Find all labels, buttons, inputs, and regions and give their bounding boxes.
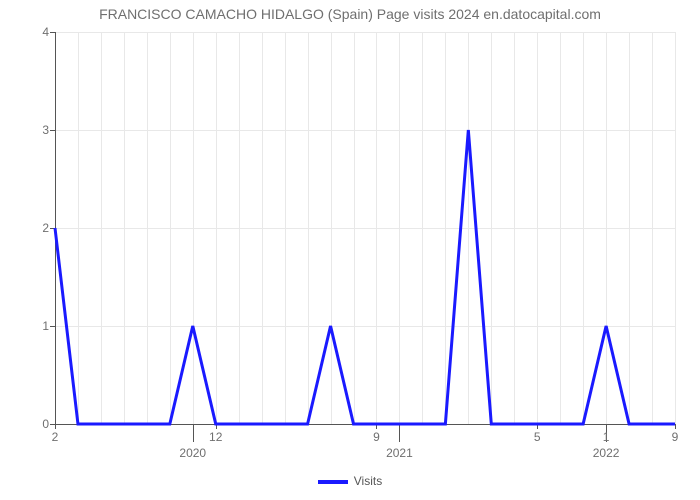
x-tick-label: 2 <box>52 430 59 444</box>
visits-chart: FRANCISCO CAMACHO HIDALGO (Spain) Page v… <box>0 0 700 500</box>
x-year-label: 2021 <box>386 446 413 460</box>
y-tick-label: 1 <box>25 319 49 333</box>
y-tick-label: 3 <box>25 123 49 137</box>
y-tick-label: 4 <box>25 25 49 39</box>
x-year-tick-mark <box>193 424 194 442</box>
x-year-tick-mark <box>399 424 400 442</box>
series-line <box>55 32 675 426</box>
x-year-label: 2020 <box>179 446 206 460</box>
x-tick-label: 12 <box>209 430 222 444</box>
y-tick-label: 2 <box>25 221 49 235</box>
grid-vline <box>675 32 676 424</box>
x-year-label: 2022 <box>593 446 620 460</box>
x-tick-label: 9 <box>373 430 380 444</box>
legend-swatch <box>318 480 348 484</box>
legend-label: Visits <box>354 474 382 488</box>
plot-area <box>55 32 675 424</box>
x-tick-label: 1 <box>603 430 610 444</box>
chart-title: FRANCISCO CAMACHO HIDALGO (Spain) Page v… <box>0 6 700 22</box>
x-tick-label: 9 <box>672 430 679 444</box>
x-tick-mark <box>675 424 676 429</box>
chart-legend: Visits <box>0 474 700 488</box>
x-tick-label: 5 <box>534 430 541 444</box>
y-tick-label: 0 <box>25 417 49 431</box>
